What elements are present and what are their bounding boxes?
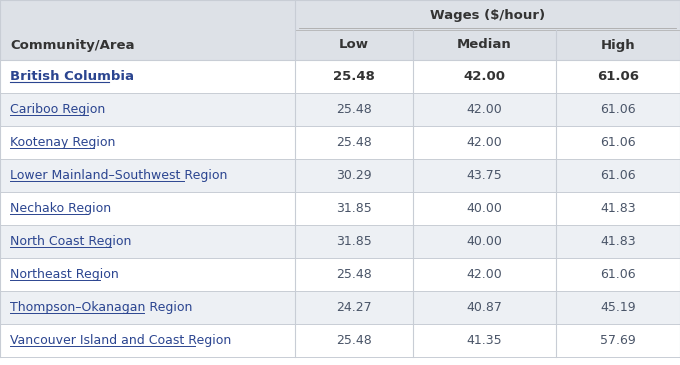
- Bar: [413, 291, 556, 324]
- Text: Community/Area: Community/Area: [10, 38, 135, 51]
- Text: 41.83: 41.83: [600, 202, 636, 215]
- Bar: [0, 126, 295, 159]
- Text: 40.87: 40.87: [466, 301, 503, 314]
- Text: 43.75: 43.75: [466, 169, 503, 182]
- Bar: [295, 93, 413, 126]
- Text: 41.35: 41.35: [466, 334, 503, 347]
- Bar: [556, 30, 680, 60]
- Bar: [556, 192, 680, 225]
- Text: 61.06: 61.06: [597, 70, 639, 83]
- Bar: [556, 159, 680, 192]
- Text: Wages ($/hour): Wages ($/hour): [430, 8, 545, 22]
- Bar: [413, 159, 556, 192]
- Bar: [295, 60, 413, 93]
- Text: Vancouver Island and Coast Region: Vancouver Island and Coast Region: [10, 334, 231, 347]
- Bar: [413, 60, 556, 93]
- Text: 61.06: 61.06: [600, 103, 636, 116]
- Text: 41.83: 41.83: [600, 235, 636, 248]
- Text: 25.48: 25.48: [336, 268, 372, 281]
- Bar: [556, 60, 680, 93]
- Text: Cariboo Region: Cariboo Region: [10, 103, 105, 116]
- Text: North Coast Region: North Coast Region: [10, 235, 131, 248]
- Bar: [413, 126, 556, 159]
- Bar: [556, 126, 680, 159]
- Text: Thompson–Okanagan Region: Thompson–Okanagan Region: [10, 301, 192, 314]
- Text: 31.85: 31.85: [336, 202, 372, 215]
- Text: Low: Low: [339, 38, 369, 51]
- Bar: [0, 159, 295, 192]
- Text: 25.48: 25.48: [336, 136, 372, 149]
- Text: 40.00: 40.00: [466, 202, 503, 215]
- Text: 42.00: 42.00: [464, 70, 505, 83]
- Bar: [295, 0, 680, 30]
- Text: 61.06: 61.06: [600, 136, 636, 149]
- Text: 25.48: 25.48: [333, 70, 375, 83]
- Bar: [295, 324, 413, 357]
- Bar: [0, 291, 295, 324]
- Bar: [295, 159, 413, 192]
- Bar: [0, 192, 295, 225]
- Text: 61.06: 61.06: [600, 169, 636, 182]
- Text: 42.00: 42.00: [466, 268, 503, 281]
- Text: 61.06: 61.06: [600, 268, 636, 281]
- Bar: [556, 258, 680, 291]
- Text: 42.00: 42.00: [466, 136, 503, 149]
- Text: 25.48: 25.48: [336, 103, 372, 116]
- Bar: [413, 30, 556, 60]
- Bar: [295, 291, 413, 324]
- Bar: [556, 324, 680, 357]
- Bar: [556, 291, 680, 324]
- Bar: [0, 225, 295, 258]
- Bar: [0, 0, 295, 30]
- Text: Median: Median: [457, 38, 512, 51]
- Bar: [0, 324, 295, 357]
- Bar: [0, 258, 295, 291]
- Bar: [295, 192, 413, 225]
- Bar: [0, 93, 295, 126]
- Text: Lower Mainland–Southwest Region: Lower Mainland–Southwest Region: [10, 169, 227, 182]
- Bar: [295, 30, 413, 60]
- Bar: [413, 192, 556, 225]
- Text: Northeast Region: Northeast Region: [10, 268, 119, 281]
- Bar: [413, 258, 556, 291]
- Bar: [556, 93, 680, 126]
- Text: 30.29: 30.29: [336, 169, 372, 182]
- Bar: [0, 30, 295, 60]
- Bar: [413, 324, 556, 357]
- Bar: [295, 258, 413, 291]
- Text: 24.27: 24.27: [336, 301, 372, 314]
- Bar: [0, 60, 295, 93]
- Bar: [413, 225, 556, 258]
- Text: Nechako Region: Nechako Region: [10, 202, 111, 215]
- Text: 42.00: 42.00: [466, 103, 503, 116]
- Text: 57.69: 57.69: [600, 334, 636, 347]
- Text: British Columbia: British Columbia: [10, 70, 134, 83]
- Bar: [413, 93, 556, 126]
- Text: High: High: [600, 38, 635, 51]
- Text: 25.48: 25.48: [336, 334, 372, 347]
- Bar: [556, 225, 680, 258]
- Bar: [295, 126, 413, 159]
- Text: 31.85: 31.85: [336, 235, 372, 248]
- Text: 45.19: 45.19: [600, 301, 636, 314]
- Text: 40.00: 40.00: [466, 235, 503, 248]
- Text: Kootenay Region: Kootenay Region: [10, 136, 116, 149]
- Bar: [295, 225, 413, 258]
